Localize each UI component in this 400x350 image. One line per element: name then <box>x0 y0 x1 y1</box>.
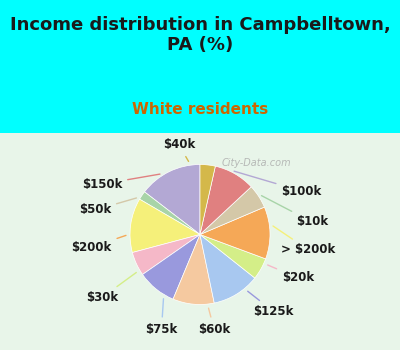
Text: $200k: $200k <box>71 236 126 254</box>
Wedge shape <box>200 234 255 303</box>
Text: $40k: $40k <box>163 138 195 161</box>
Text: $20k: $20k <box>268 265 314 285</box>
Wedge shape <box>130 199 200 253</box>
FancyBboxPatch shape <box>0 133 400 350</box>
Wedge shape <box>200 234 266 278</box>
Text: $100k: $100k <box>234 171 322 198</box>
Wedge shape <box>140 192 200 234</box>
Text: White residents: White residents <box>132 102 268 117</box>
Text: $10k: $10k <box>262 196 328 229</box>
Text: $75k: $75k <box>145 299 178 336</box>
Wedge shape <box>200 166 251 235</box>
Wedge shape <box>144 164 200 235</box>
Text: $30k: $30k <box>86 273 136 304</box>
Text: > $200k: > $200k <box>273 226 336 257</box>
Wedge shape <box>200 207 270 259</box>
Text: $50k: $50k <box>79 198 136 217</box>
Wedge shape <box>142 234 200 299</box>
Wedge shape <box>132 234 200 274</box>
Text: $125k: $125k <box>248 291 294 318</box>
Text: $150k: $150k <box>82 174 160 191</box>
Wedge shape <box>200 187 264 234</box>
Wedge shape <box>173 234 214 304</box>
Wedge shape <box>200 164 215 235</box>
Text: Income distribution in Campbelltown,
PA (%): Income distribution in Campbelltown, PA … <box>10 16 390 54</box>
Text: $60k: $60k <box>198 308 230 336</box>
Text: City-Data.com: City-Data.com <box>221 158 291 168</box>
